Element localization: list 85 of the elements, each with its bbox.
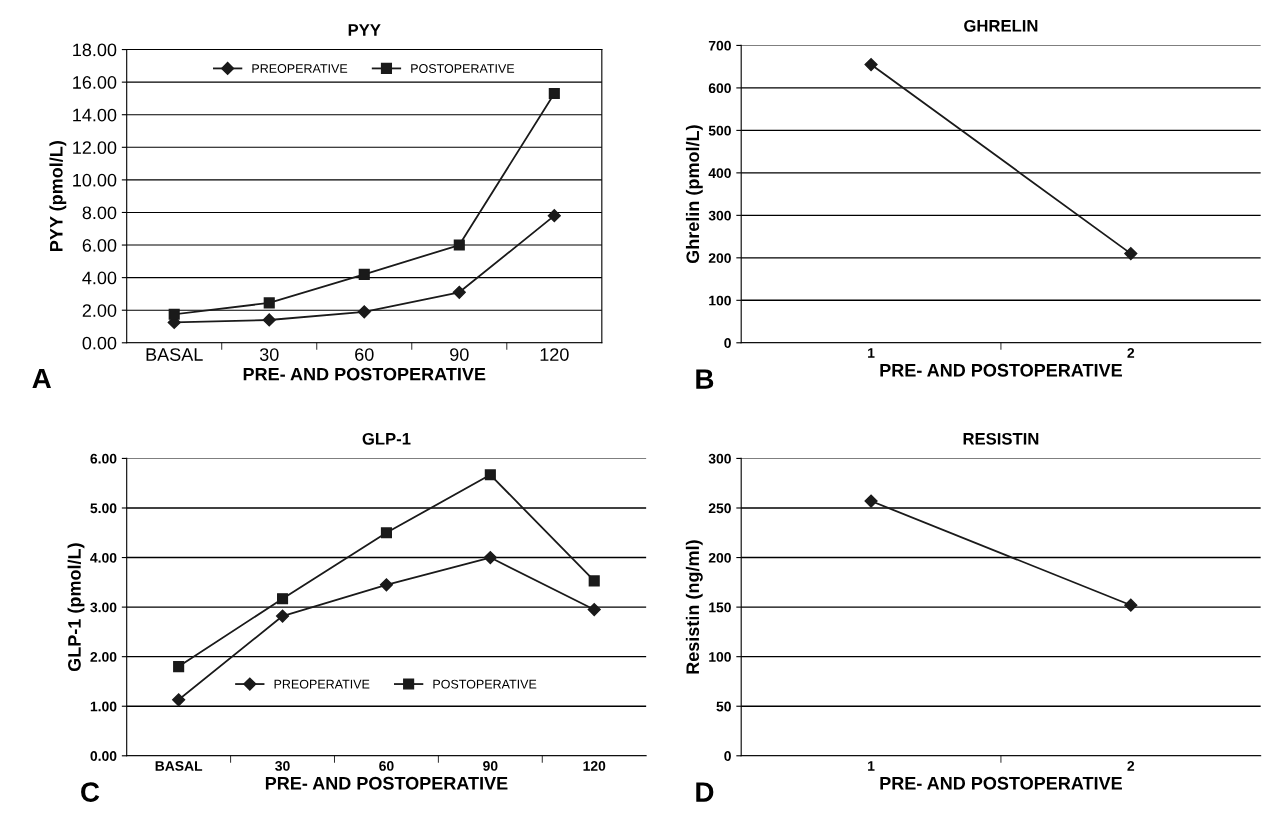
y-tick-label: 600	[708, 83, 731, 94]
text: C	[81, 782, 100, 802]
legend-label: POSTOPERATIVE	[433, 679, 537, 689]
point	[262, 313, 276, 327]
legend-label: PREOPERATIVE	[252, 64, 348, 73]
x-tick-label: 90	[450, 348, 469, 361]
x-axis-title: PRE- AND POSTOPERATIVE	[880, 363, 1122, 377]
y-tick-label: 6.00	[90, 453, 117, 464]
x-tick-label: 30	[275, 761, 290, 771]
y-tick-label: 300	[708, 453, 731, 464]
point	[173, 661, 185, 673]
y-tick-label: 8.00	[82, 206, 117, 220]
x-tick-label: 60	[355, 348, 374, 361]
chart-title: GLP-1	[362, 432, 411, 445]
y-axis-title: Resistin (ng/ml)	[685, 540, 703, 674]
x-axis-title: PRE- AND POSTOPERATIVE	[880, 776, 1122, 790]
y-tick-label: 2.00	[82, 304, 117, 317]
y-tick-label: 50	[716, 701, 731, 712]
x-tick-label: 120	[583, 761, 606, 771]
point	[588, 575, 600, 587]
y-tick-label: 6.00	[82, 238, 117, 252]
x-tick-label: 90	[483, 761, 498, 771]
point	[452, 285, 466, 299]
y-tick-label: 4.00	[82, 271, 117, 285]
y-tick-label: 0	[724, 751, 731, 761]
legend-label: POSTOPERATIVE	[411, 64, 515, 73]
x-tick-label: 2	[1127, 761, 1135, 771]
y-axis-title: Ghrelin (pmol/L)	[685, 125, 703, 264]
x-tick-label: BASAL	[146, 348, 203, 361]
x-tick-label: 120	[540, 348, 569, 361]
chart-title: RESISTIN	[963, 432, 1039, 445]
point	[587, 602, 601, 617]
chart-title: GHRELIN	[964, 19, 1038, 32]
point	[453, 239, 465, 251]
y-tick-label: 1.00	[90, 701, 117, 712]
chart-title: PYY	[348, 24, 381, 36]
y-tick-label: 10.00	[73, 173, 117, 187]
point	[380, 527, 392, 539]
x-tick-label: 1	[868, 348, 875, 358]
point	[548, 87, 560, 100]
y-tick-label: 100	[709, 652, 731, 662]
y-tick-label: 3.00	[90, 602, 117, 613]
x-tick-label: BASAL	[155, 761, 203, 771]
point	[172, 693, 186, 707]
y-tick-label: 0.00	[82, 336, 117, 350]
x-axis-title: PRE- AND POSTOPERATIVE	[265, 776, 508, 790]
y-tick-label: 250	[708, 503, 731, 514]
y-tick-label: 700	[708, 40, 731, 51]
text: D	[696, 782, 714, 802]
point	[263, 297, 275, 309]
point	[276, 593, 289, 605]
x-axis-title: PRE- AND POSTOPERATIVE	[243, 367, 486, 381]
point	[275, 609, 290, 623]
y-tick-label: 300	[708, 210, 731, 221]
y-tick-label: 400	[708, 168, 731, 179]
y-tick-label: 500	[708, 125, 731, 136]
y-tick-label: 100	[709, 295, 731, 306]
y-tick-label: 200	[708, 253, 731, 263]
point	[483, 550, 497, 565]
y-tick-label: 200	[708, 552, 731, 563]
x-tick-label: 2	[1127, 348, 1135, 358]
x-tick-label: 30	[259, 348, 279, 361]
y-tick-label: 0.00	[90, 751, 117, 761]
y-tick-label: 14.00	[73, 108, 117, 122]
text: A	[32, 368, 51, 389]
y-tick-label: 2.00	[90, 652, 117, 662]
point	[357, 305, 371, 319]
point	[484, 469, 496, 481]
point	[547, 209, 561, 223]
point	[358, 268, 370, 280]
x-tick-label: 1	[868, 761, 875, 771]
point	[168, 308, 180, 320]
y-tick-label: 12.00	[73, 141, 117, 155]
y-axis-title: GLP-1 (pmol/L)	[67, 543, 85, 672]
text: B	[696, 369, 714, 389]
y-tick-label: 18.00	[73, 43, 117, 57]
legend-label: PREOPERATIVE	[274, 679, 370, 689]
y-tick-label: 16.00	[73, 76, 117, 89]
y-tick-label: 5.00	[90, 503, 117, 514]
y-tick-label: 0	[724, 338, 731, 348]
point	[379, 578, 394, 592]
y-tick-label: 150	[709, 602, 731, 613]
y-axis-title: PYY (pmol/L)	[49, 141, 67, 251]
y-tick-label: 4.00	[90, 552, 117, 563]
x-tick-label: 60	[379, 761, 394, 771]
